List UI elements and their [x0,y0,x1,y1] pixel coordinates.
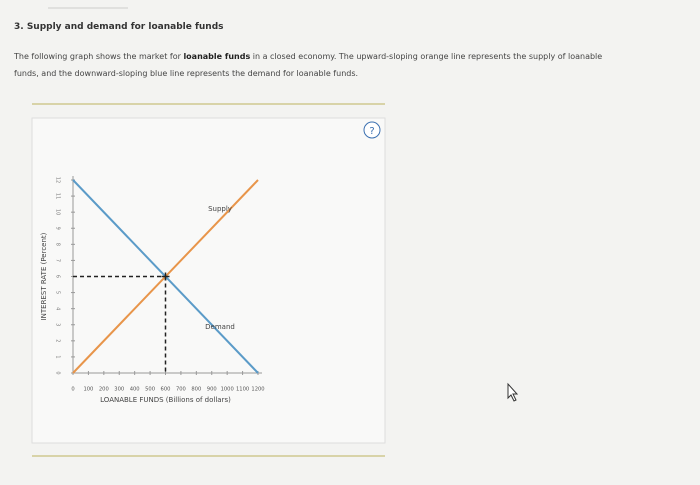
y-tick-label: 3 [55,323,61,326]
x-tick-label: 1100 [236,387,249,393]
x-tick-label: 600 [161,387,171,393]
x-tick-label: 500 [145,387,155,393]
y-tick-label: 7 [55,259,61,262]
y-tick-label: 8 [55,243,61,246]
y-tick-label: 1 [55,355,61,358]
question-text: The following graph shows the market for… [14,48,614,82]
y-tick-label: 6 [55,275,61,278]
x-tick-label: 900 [207,387,217,393]
x-tick-label: 400 [130,387,140,393]
bold-text: loanable funds [183,52,251,61]
y-tick-label: 10 [55,209,61,215]
x-tick-label: 200 [99,387,109,393]
x-tick-label: 300 [114,387,124,393]
y-tick-label: 12 [55,177,61,183]
y-tick-label: 11 [55,193,61,199]
y-tick-label: 5 [55,291,61,294]
y-tick-label: 0 [55,371,61,374]
text: in a closed economy. The upward-sloping … [14,52,603,78]
text: The following graph shows the market for [14,52,184,61]
cursor [507,382,519,402]
x-tick-label: 1200 [251,387,264,393]
graph-panel [31,117,386,444]
x-tick-label: 700 [176,387,186,393]
y-axis-label: INTEREST RATE (Percent) [40,232,48,320]
x-tick-label: 100 [83,387,93,393]
x-tick-label: 800 [191,387,201,393]
x-axis-label: LOANABLE FUNDS (Billions of dollars) [100,396,231,404]
demand-label: Demand [205,323,235,331]
x-tick-label: 1000 [221,387,234,393]
y-tick-label: 2 [55,339,61,342]
y-tick-label: 9 [55,227,61,230]
help-button[interactable] [363,121,381,139]
question-title: 3. Supply and demand for loanable funds [14,22,224,32]
y-tick-label: 4 [55,307,61,310]
x-tick-label: 0 [71,387,74,393]
supply-label: Supply [208,205,232,213]
help-label[interactable]: ? [369,126,374,137]
equilibrium-marker [161,272,170,281]
